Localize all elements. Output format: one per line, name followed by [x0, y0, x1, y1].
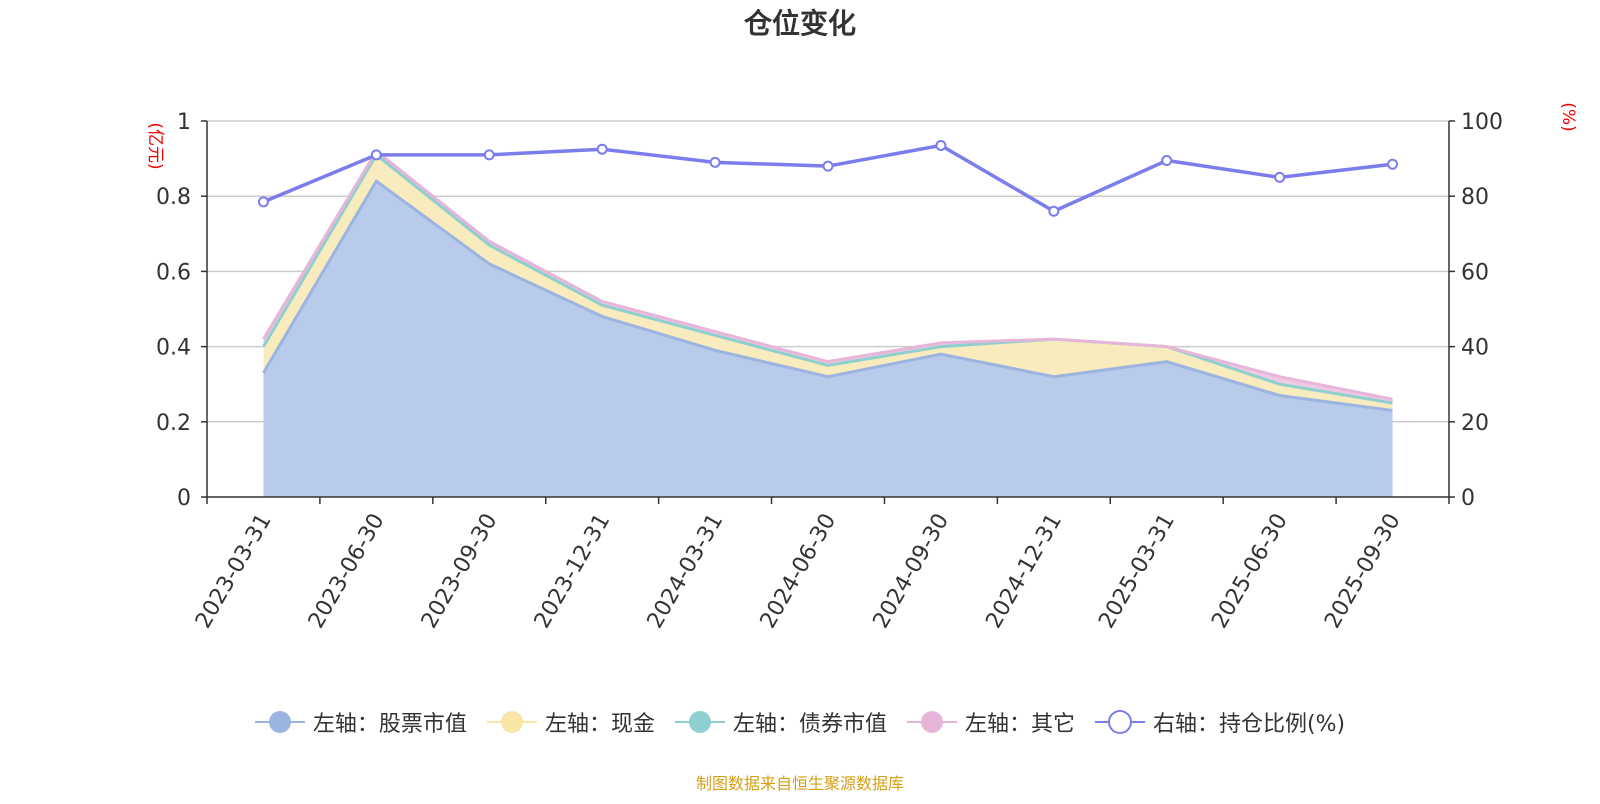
x-axis-tick-label: 2024-12-31 — [981, 510, 1067, 633]
right-axis-tick-label: 100 — [1461, 110, 1503, 135]
right-axis-tick-label: 0 — [1461, 486, 1475, 511]
legend-item[interactable]: 左轴：现金 — [486, 706, 655, 738]
x-axis-tick-label: 2024-09-30 — [869, 510, 955, 633]
right-axis-tick-label: 20 — [1461, 411, 1489, 436]
left-axis-tick-label: 0.4 — [156, 336, 191, 361]
area-edge-0 — [262, 178, 1393, 413]
area-1 — [263, 154, 1393, 411]
legend-swatch — [1094, 710, 1145, 734]
ratio-point — [822, 160, 834, 172]
left-axis-tick-label: 0.6 — [156, 260, 191, 285]
legend-label: 左轴：股票市值 — [312, 712, 467, 737]
ratio-point — [1387, 158, 1399, 170]
x-axis-tick-label: 2023-12-31 — [530, 510, 616, 633]
legend-swatch — [906, 711, 957, 733]
legend-swatch-marker — [1107, 710, 1132, 734]
legend-item[interactable]: 左轴：其它 — [906, 706, 1075, 738]
legend-swatch — [674, 711, 725, 733]
legend-item[interactable]: 左轴：债券市值 — [674, 706, 887, 738]
right-axis-tick-label: 80 — [1461, 185, 1489, 210]
x-axis-tick-label: 2024-06-30 — [756, 510, 842, 633]
legend-item[interactable]: 右轴：持仓比例(%) — [1094, 706, 1346, 738]
area-edge-2 — [262, 152, 1393, 405]
legend-label: 左轴：债券市值 — [732, 712, 887, 737]
left-axis-tick-label: 0.2 — [156, 411, 191, 436]
legend-swatch-marker — [500, 711, 523, 733]
legend-item[interactable]: 左轴：股票市值 — [254, 706, 467, 738]
ratio-point — [370, 149, 382, 161]
legend-label: 左轴：现金 — [544, 712, 655, 737]
left-axis-tick-label: 0 — [177, 486, 191, 511]
legend-swatch — [486, 711, 537, 733]
ratio-point — [1048, 205, 1060, 217]
left-axis-unit: (亿元) — [145, 122, 165, 169]
legend-label: 左轴：其它 — [964, 712, 1075, 737]
legend: 左轴：股票市值 左轴：现金 左轴：债券市值 左轴：其它 右轴：持仓比例(%) — [0, 702, 1600, 742]
area-layer — [262, 148, 1393, 497]
ratio-point — [1274, 171, 1286, 183]
x-axis-tick-label: 2025-09-30 — [1320, 510, 1406, 633]
left-axis-tick-label: 0.8 — [156, 185, 191, 210]
legend-swatch-marker — [268, 711, 291, 733]
right-axis-tick-label: 40 — [1461, 336, 1489, 361]
ratio-point — [935, 139, 947, 151]
ratio-point — [1161, 154, 1173, 166]
right-axis-tick-label: 60 — [1461, 260, 1489, 285]
x-axis-tick-label: 2024-03-31 — [643, 510, 729, 633]
area-0 — [263, 181, 1393, 497]
legend-swatch — [254, 711, 305, 733]
x-axis-tick-label: 2025-06-30 — [1207, 510, 1293, 633]
chart-title: 仓位变化 — [744, 7, 856, 40]
area-edge-3 — [262, 148, 1393, 401]
ratio-point — [257, 196, 269, 208]
left-axis-tick-label: 1 — [177, 110, 191, 135]
x-axis-tick-label: 2023-03-31 — [191, 510, 277, 633]
right-axis-unit: (%) — [1558, 102, 1578, 131]
source-note: 制图数据来自恒生聚源数据库 — [695, 774, 904, 793]
ratio-point — [483, 149, 495, 161]
x-axis-tick-label: 2023-06-30 — [304, 510, 390, 633]
ratio-point — [709, 156, 721, 168]
ratio-point — [596, 143, 608, 155]
x-axis-tick-label: 2023-09-30 — [417, 509, 503, 632]
legend-swatch-marker — [920, 711, 943, 733]
legend-label: 右轴：持仓比例(%) — [1152, 712, 1346, 737]
ratio-line-layer — [257, 139, 1399, 217]
x-axis-tick-label: 2025-03-31 — [1094, 510, 1180, 633]
legend-swatch-marker — [688, 711, 711, 733]
